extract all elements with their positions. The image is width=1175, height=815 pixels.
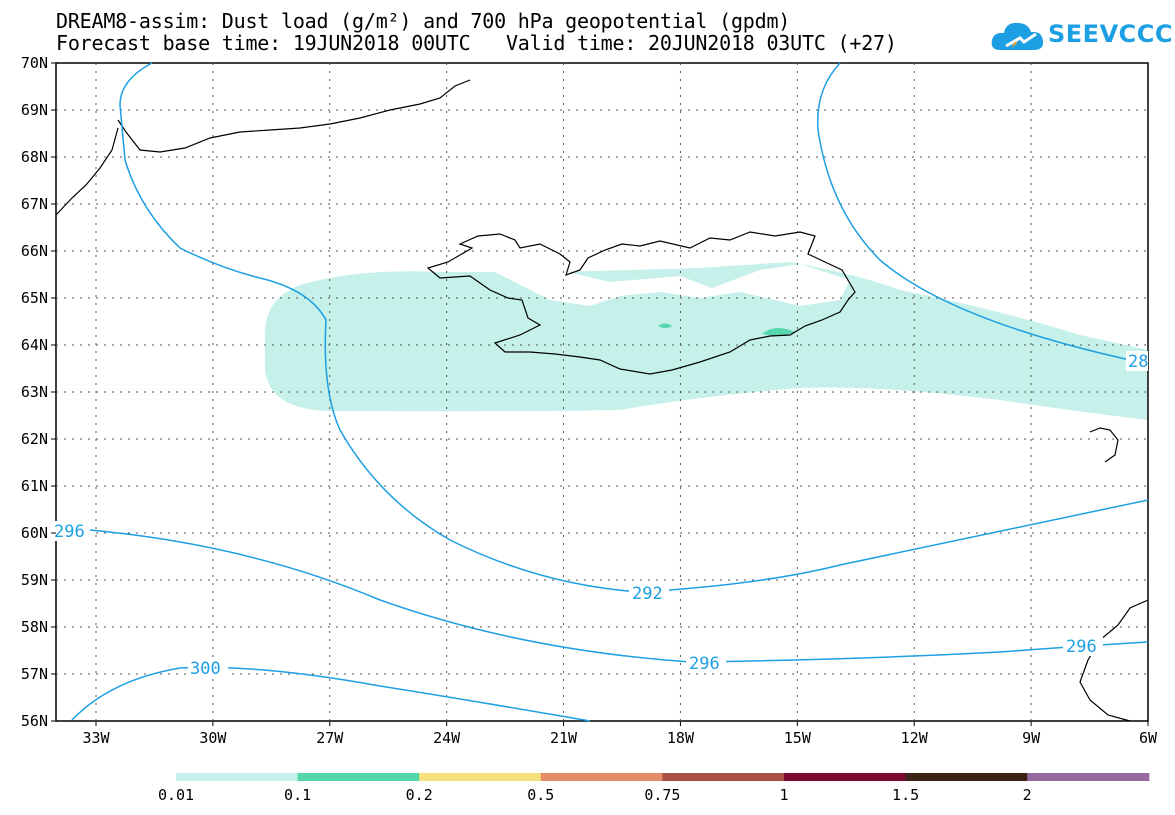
colorbar-swatch	[662, 773, 785, 781]
dust-load-area	[264, 262, 1148, 420]
longitude-labels: 33W 30W 27W 24W 21W 18W 15W 12W 9W 6W	[82, 721, 1158, 747]
contour-line	[119, 62, 1149, 593]
latitude-labels: 70N 69N 68N 67N 66N 65N 64N 63N 62N 61N 60N 59N 58N 5…	[21, 54, 56, 730]
map-title-line1: DREAM8-assim: Dust load (g/m²) and 700 h…	[56, 9, 791, 33]
coastlines	[55, 79, 1149, 722]
colorbar: 0.01 0.1 0.2 0.5 0.75 1 1.5 2	[158, 773, 1150, 804]
coastline-greenland	[117, 79, 471, 153]
contour-label: 28	[1128, 352, 1148, 372]
graticule	[56, 63, 1148, 721]
colorbar-swatch	[176, 773, 299, 781]
colorbar-swatch	[905, 773, 1028, 781]
coastline-iceland	[426, 231, 856, 375]
lat-label: 61N	[21, 477, 48, 495]
dust-load-patch	[762, 327, 795, 336]
seevccc-logo	[990, 16, 1150, 60]
logo-text: SEEVCCC	[1048, 20, 1173, 48]
lat-label: 59N	[21, 571, 48, 589]
colorbar-swatch	[419, 773, 542, 781]
lat-label: 57N	[21, 665, 48, 683]
geopotential-contours	[71, 62, 1149, 722]
lat-label: 66N	[21, 242, 48, 260]
lon-label: 15W	[784, 729, 812, 747]
lon-label: 18W	[667, 729, 695, 747]
dust-load-patch	[658, 323, 672, 328]
contour-label: 292	[632, 584, 663, 604]
lon-label: 30W	[199, 729, 227, 747]
lon-label: 12W	[901, 729, 929, 747]
contour-label: 296	[689, 654, 720, 674]
lat-label: 70N	[21, 54, 48, 72]
colorbar-label: 2	[1023, 786, 1032, 804]
lat-label: 58N	[21, 618, 48, 636]
coastline-greenland	[55, 127, 119, 216]
lat-label: 67N	[21, 195, 48, 213]
lat-label: 64N	[21, 336, 48, 354]
colorbar-label: 0.1	[284, 786, 311, 804]
colorbar-label: 1.5	[892, 786, 919, 804]
coastline-faroe	[1089, 427, 1119, 463]
colorbar-label: 0.75	[644, 786, 680, 804]
lon-label: 6W	[1139, 729, 1158, 747]
coastline-scotland	[1079, 599, 1149, 722]
dust-load-field	[264, 262, 1148, 420]
lat-label: 62N	[21, 430, 48, 448]
lat-label: 56N	[21, 712, 48, 730]
lat-label: 68N	[21, 148, 48, 166]
colorbar-swatch	[1027, 773, 1150, 781]
dust-free-interior	[495, 264, 850, 306]
colorbar-label: 0.2	[406, 786, 433, 804]
colorbar-swatch	[297, 773, 420, 781]
contour-label-group: 296 292 296 296 300 28	[52, 351, 1148, 679]
contour-label: 300	[190, 659, 221, 679]
lon-label: 21W	[550, 729, 578, 747]
lon-label: 27W	[316, 729, 344, 747]
lat-label: 60N	[21, 524, 48, 542]
lat-label: 63N	[21, 383, 48, 401]
contour-label: 296	[54, 522, 85, 542]
lon-label: 9W	[1022, 729, 1041, 747]
lon-label: 24W	[433, 729, 461, 747]
colorbar-swatch	[540, 773, 663, 781]
contour-line	[71, 666, 591, 722]
colorbar-label: 0.01	[158, 786, 194, 804]
lon-label: 33W	[82, 729, 110, 747]
colorbar-swatch	[784, 773, 907, 781]
contour-line	[816, 62, 1131, 361]
lat-label: 65N	[21, 289, 48, 307]
contour-line	[89, 529, 1149, 663]
cloud-icon	[991, 22, 1044, 50]
contour-label: 296	[1066, 637, 1097, 657]
lat-label: 69N	[21, 101, 48, 119]
colorbar-label: 1	[779, 786, 788, 804]
map-title-line2: Forecast base time: 19JUN2018 00UTC Vali…	[56, 31, 897, 55]
colorbar-label: 0.5	[527, 786, 554, 804]
